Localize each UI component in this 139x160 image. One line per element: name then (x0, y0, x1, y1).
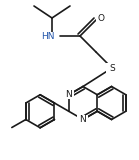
Bar (96, 13, 106, 23)
Bar (63, 90, 74, 99)
Bar (106, 63, 118, 73)
Bar (39, 32, 57, 40)
Text: HN: HN (41, 32, 55, 40)
Text: O: O (97, 13, 105, 23)
Text: N: N (80, 115, 86, 124)
Bar (78, 115, 89, 124)
Text: N: N (65, 90, 72, 99)
Text: S: S (109, 64, 115, 72)
